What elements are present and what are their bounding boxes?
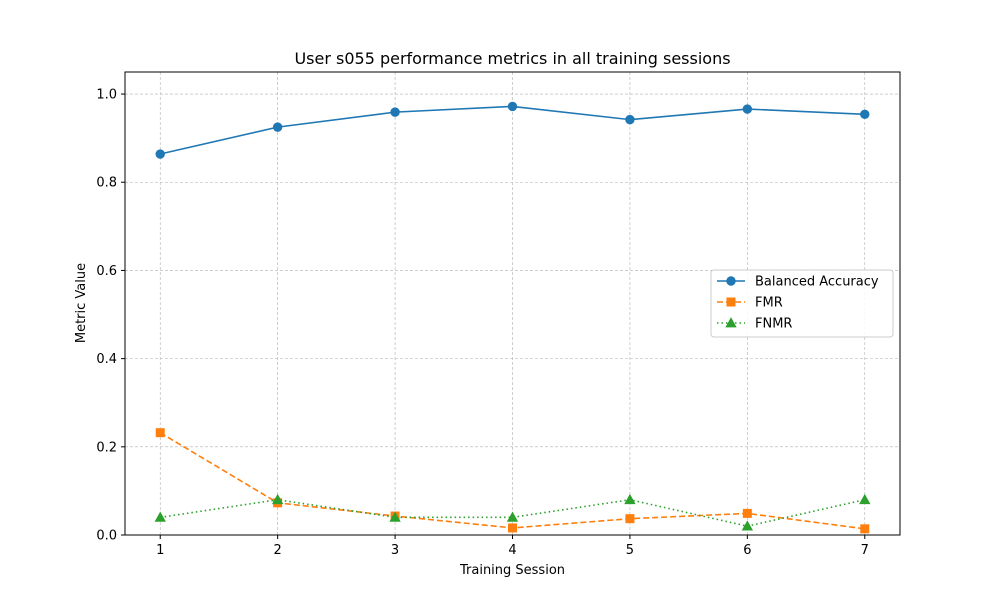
x-tick-label: 7 bbox=[861, 543, 869, 558]
data-point bbox=[155, 149, 165, 159]
data-point bbox=[155, 428, 165, 438]
data-point bbox=[154, 511, 166, 522]
series-group bbox=[154, 101, 871, 534]
data-point bbox=[860, 524, 870, 534]
data-point bbox=[625, 514, 635, 524]
data-point bbox=[741, 520, 753, 531]
legend-item: FNMR bbox=[717, 317, 792, 332]
x-axis-label: Training Session bbox=[459, 563, 565, 578]
y-tick-label: 0.4 bbox=[96, 352, 117, 367]
data-point bbox=[859, 493, 871, 505]
x-tick-label: 2 bbox=[274, 543, 282, 558]
data-point bbox=[389, 511, 401, 522]
legend-item: Balanced Accuracy bbox=[717, 275, 879, 290]
y-tick-label: 1.0 bbox=[96, 88, 117, 103]
data-point bbox=[390, 107, 400, 117]
legend-marker bbox=[726, 276, 736, 286]
data-point bbox=[272, 122, 283, 132]
data-point bbox=[272, 493, 284, 505]
x-tick-label: 4 bbox=[508, 543, 516, 558]
y-tick-label: 0.6 bbox=[96, 264, 117, 279]
y-tick-label: 0.2 bbox=[96, 440, 117, 455]
legend-label: FNMR bbox=[755, 317, 792, 332]
data-point bbox=[742, 508, 752, 518]
legend-label: Balanced Accuracy bbox=[755, 275, 879, 290]
x-tick-label: 5 bbox=[626, 543, 634, 558]
data-point bbox=[506, 511, 519, 522]
x-tick-label: 6 bbox=[743, 543, 751, 558]
axes: 1 2 3 4 5 6 7 0.0 0.2 0.4 0.6 0.8 1.0 bbox=[96, 71, 901, 558]
legend-item: FMR bbox=[717, 296, 783, 311]
legend-marker bbox=[725, 317, 737, 328]
data-point bbox=[624, 493, 636, 505]
series-balanced-accuracy bbox=[155, 101, 870, 159]
data-point bbox=[507, 101, 518, 112]
legend-box bbox=[710, 269, 894, 338]
x-tick-label: 1 bbox=[156, 543, 164, 558]
series-fnmr bbox=[154, 493, 871, 531]
y-axis-label: Metric Value bbox=[74, 263, 89, 343]
legend-label: FMR bbox=[755, 296, 783, 311]
y-tick-label: 0.0 bbox=[96, 529, 117, 544]
data-point bbox=[625, 114, 635, 125]
legend-marker bbox=[726, 297, 736, 307]
x-tick-label: 3 bbox=[391, 543, 399, 558]
data-point bbox=[860, 109, 870, 120]
data-point bbox=[742, 104, 753, 114]
chart-title: User s055 performance metrics in all tra… bbox=[294, 49, 730, 68]
legend: Balanced Accuracy FMR FNMR bbox=[710, 269, 894, 338]
data-point bbox=[508, 523, 517, 533]
y-tick-label: 0.8 bbox=[96, 176, 117, 191]
